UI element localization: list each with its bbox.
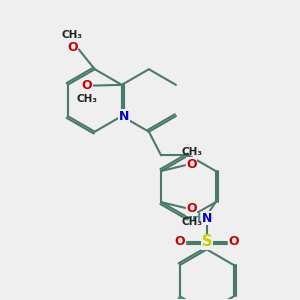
Text: O: O <box>175 235 185 248</box>
Text: CH₃: CH₃ <box>76 94 97 103</box>
Text: O: O <box>228 235 239 248</box>
Text: O: O <box>186 158 197 171</box>
Text: S: S <box>202 234 212 249</box>
Text: N: N <box>118 110 129 123</box>
Text: H: H <box>192 213 202 223</box>
Text: O: O <box>186 202 197 215</box>
Text: CH₃: CH₃ <box>181 217 202 226</box>
Text: CH₃: CH₃ <box>62 30 83 40</box>
Text: O: O <box>81 79 92 92</box>
Text: N: N <box>202 212 212 225</box>
Text: O: O <box>67 41 78 54</box>
Text: CH₃: CH₃ <box>181 146 202 157</box>
